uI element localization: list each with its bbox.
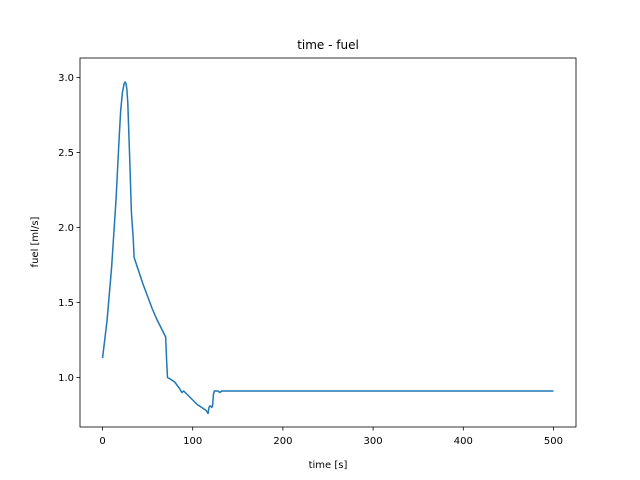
- x-tick-label: 500: [544, 436, 563, 447]
- plot-frame: [79, 57, 577, 428]
- chart-title: time - fuel: [297, 38, 359, 52]
- x-axis-label: time [s]: [309, 460, 348, 471]
- y-tick-label: 2.5: [58, 148, 74, 159]
- x-tick-label: 0: [99, 436, 105, 447]
- x-tick-label: 300: [364, 436, 383, 447]
- fuel-series-line: [101, 81, 554, 415]
- y-tick-label: 1.0: [58, 373, 74, 384]
- y-tick-label: 3.0: [58, 73, 74, 84]
- x-tick-label: 100: [183, 436, 202, 447]
- x-axis: 0 100 200 300 400 500: [99, 427, 563, 447]
- y-axis-label: fuel [ml/s]: [30, 216, 41, 267]
- y-tick-label: 1.5: [58, 298, 74, 309]
- y-axis: 1.0 1.5 2.0 2.5 3.0: [58, 73, 80, 384]
- x-tick-label: 200: [273, 436, 292, 447]
- x-tick-label: 400: [454, 436, 473, 447]
- y-tick-label: 2.0: [58, 223, 74, 234]
